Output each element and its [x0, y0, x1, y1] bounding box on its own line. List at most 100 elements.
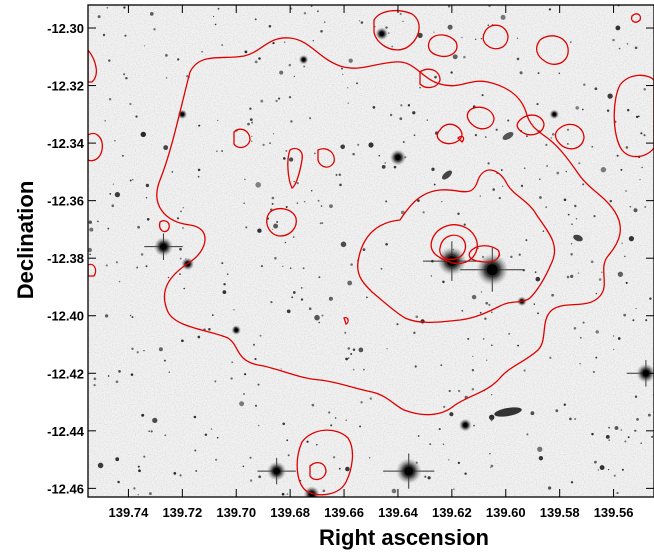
faint-source — [575, 217, 578, 220]
faint-source — [385, 26, 388, 29]
faint-source — [413, 134, 416, 136]
faint-source — [338, 173, 342, 176]
faint-source — [546, 164, 549, 167]
faint-source — [550, 137, 553, 139]
faint-source — [293, 180, 296, 183]
faint-source — [290, 120, 293, 123]
faint-source — [310, 189, 313, 192]
faint-source — [614, 426, 619, 430]
faint-source — [448, 459, 450, 461]
faint-source — [567, 213, 570, 216]
faint-source — [579, 336, 582, 339]
faint-source — [442, 280, 445, 284]
faint-source — [131, 347, 134, 351]
faint-source — [148, 430, 151, 433]
faint-source — [284, 241, 287, 244]
faint-source — [579, 363, 581, 365]
faint-source — [399, 117, 403, 121]
faint-source — [118, 370, 121, 373]
star-core — [486, 264, 498, 276]
star-core — [404, 466, 414, 476]
faint-source — [443, 405, 446, 409]
faint-source — [485, 136, 487, 138]
faint-source — [575, 106, 579, 110]
faint-source — [487, 162, 490, 165]
faint-source — [106, 7, 109, 9]
faint-source — [346, 87, 349, 89]
faint-source — [599, 465, 605, 471]
faint-source — [303, 12, 307, 15]
faint-source — [213, 15, 215, 18]
faint-source — [153, 28, 156, 31]
faint-source — [474, 133, 478, 137]
faint-source — [249, 456, 252, 459]
faint-source — [274, 256, 277, 260]
faint-source — [461, 36, 463, 39]
faint-source — [473, 424, 475, 427]
faint-source — [197, 175, 200, 178]
faint-source — [396, 323, 399, 326]
faint-source — [222, 290, 227, 294]
faint-source — [593, 215, 596, 218]
faint-source — [537, 312, 539, 315]
faint-source — [260, 265, 263, 268]
faint-source — [566, 143, 569, 145]
faint-source — [486, 359, 488, 361]
faint-source — [566, 275, 570, 279]
faint-source — [357, 143, 360, 146]
bright-star — [626, 360, 654, 387]
faint-source — [617, 337, 621, 340]
faint-source — [488, 303, 491, 307]
left-contour — [266, 207, 297, 237]
faint-source — [474, 38, 477, 41]
faint-source — [239, 401, 245, 407]
star-core — [180, 112, 184, 116]
faint-source — [183, 287, 185, 290]
faint-source — [548, 8, 552, 11]
faint-source — [296, 202, 299, 204]
faint-source — [111, 204, 115, 208]
bright-sources — [144, 27, 654, 497]
y-axis-title: Declination — [13, 181, 38, 300]
faint-source — [181, 339, 184, 343]
faint-source — [287, 454, 290, 457]
faint-source — [492, 188, 495, 191]
faint-source — [633, 208, 638, 213]
faint-source — [262, 143, 265, 146]
faint-source — [201, 50, 204, 53]
faint-source — [574, 418, 577, 420]
faint-source — [545, 206, 548, 208]
faint-source — [453, 488, 455, 490]
faint-source — [360, 401, 363, 404]
faint-source — [282, 422, 286, 426]
bright-star — [375, 27, 389, 41]
faint-source — [329, 204, 333, 208]
faint-source — [114, 191, 121, 198]
faint-source — [308, 307, 312, 310]
faint-source — [233, 308, 235, 311]
faint-source — [93, 383, 96, 387]
faint-source — [502, 185, 504, 187]
faint-source — [165, 54, 168, 57]
faint-source — [105, 264, 108, 267]
faint-source — [490, 464, 494, 468]
faint-source — [463, 223, 466, 226]
faint-source — [204, 433, 208, 436]
faint-source — [461, 309, 464, 312]
faint-source — [270, 301, 273, 304]
faint-source — [636, 418, 639, 421]
faint-source — [321, 222, 324, 225]
faint-source — [613, 474, 616, 477]
faint-source — [616, 491, 619, 495]
faint-source — [574, 204, 577, 208]
faint-source — [565, 170, 567, 173]
faint-source — [272, 133, 275, 135]
faint-source — [368, 142, 374, 148]
y-tick-label: -12.32 — [47, 79, 84, 94]
faint-source — [413, 331, 416, 335]
faint-source — [348, 58, 353, 63]
faint-source — [129, 102, 132, 106]
faint-source — [352, 368, 355, 371]
faint-source — [217, 7, 220, 10]
faint-source — [507, 119, 510, 122]
